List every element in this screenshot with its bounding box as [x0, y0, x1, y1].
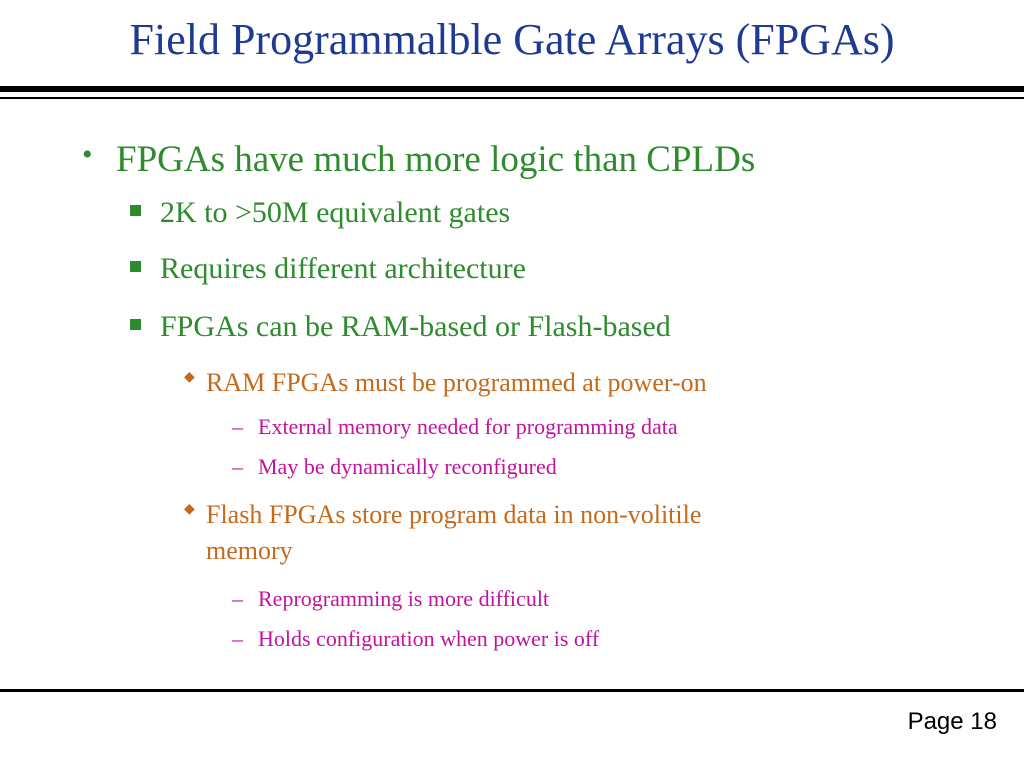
footer-rule — [0, 689, 1024, 692]
square-bullet-icon — [130, 205, 141, 216]
detail-text: Reprogramming is more difficult — [258, 586, 550, 611]
diamond-bullet-icon: ◆ — [184, 370, 195, 385]
sub-bullet-text: Requires different architecture — [160, 252, 526, 285]
detail-text: Holds configuration when power is off — [258, 626, 600, 651]
sub-bullet-text: FPGAs can be RAM-based or Flash-based — [160, 310, 671, 343]
sub-bullet-text: 2K to >50M equivalent gates — [160, 196, 511, 229]
dash-bullet-icon: – — [232, 454, 243, 479]
title-rule-thick — [0, 86, 1024, 92]
dash-bullet-icon: – — [232, 586, 243, 611]
detail-text: External memory needed for programming d… — [258, 414, 678, 439]
item-text-line2: memory — [206, 536, 293, 565]
square-bullet-icon — [130, 319, 141, 330]
diamond-bullet-icon: ◆ — [184, 502, 195, 517]
item-text-line1: Flash FPGAs store program data in non-vo… — [206, 500, 702, 529]
square-bullet-icon — [130, 261, 141, 272]
dash-bullet-icon: – — [232, 414, 243, 439]
bullet-text: FPGAs have much more logic than CPLDs — [116, 139, 756, 180]
page-number: Page 18 — [907, 708, 997, 735]
item-text: RAM FPGAs must be programmed at power-on — [206, 368, 707, 397]
dash-bullet-icon: – — [232, 626, 243, 651]
title-rule-thin — [0, 97, 1024, 99]
bullet-dot-icon: • — [82, 138, 93, 171]
detail-text: May be dynamically reconfigured — [258, 454, 557, 479]
slide-title: Field Programmalble Gate Arrays (FPGAs) — [129, 15, 895, 64]
